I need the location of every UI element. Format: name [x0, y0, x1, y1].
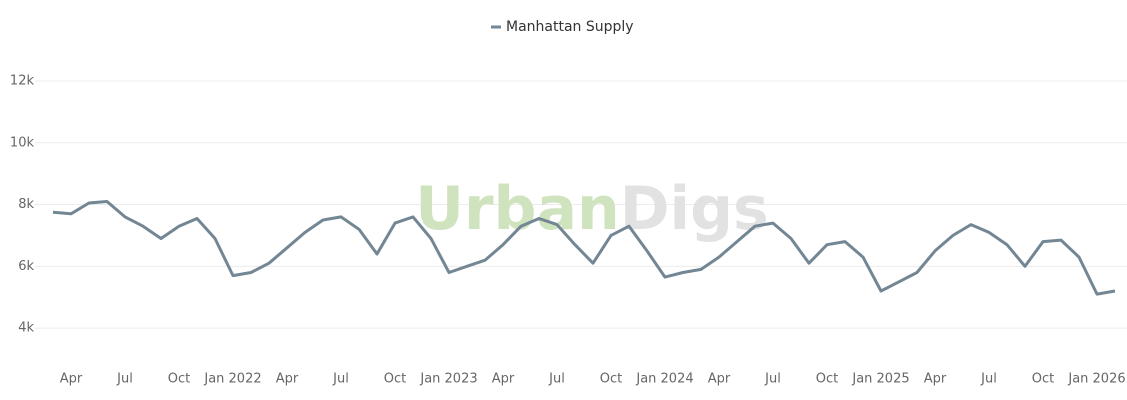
y-tick-label: 4k [18, 321, 34, 336]
x-tick-label: Jan 2025 [851, 372, 909, 387]
x-tick-label: Jul [332, 372, 349, 387]
x-tick-label: Jul [980, 372, 997, 387]
x-tick-label: Oct [600, 372, 622, 387]
x-tick-label: Apr [276, 372, 299, 387]
x-tick-label: Apr [924, 372, 947, 387]
y-tick-label: 6k [18, 259, 34, 274]
x-tick-label: Apr [708, 372, 731, 387]
x-tick-label: Jul [764, 372, 781, 387]
x-tick-label: Jan 2022 [203, 372, 261, 387]
x-tick-label: Jul [116, 372, 133, 387]
y-tick-label: 10k [10, 135, 35, 150]
series-line [52, 200, 1116, 296]
x-tick-label: Apr [492, 372, 515, 387]
x-tick-label: Apr [60, 372, 83, 387]
x-tick-label: Oct [168, 372, 190, 387]
x-tick-label: Oct [816, 372, 838, 387]
x-tick-label: Oct [1032, 372, 1054, 387]
watermark: UrbanDigs [415, 174, 769, 244]
y-tick-label: 12k [10, 74, 35, 89]
watermark-part: Digs [620, 174, 769, 244]
x-tick-label: Oct [384, 372, 406, 387]
legend-label: Manhattan Supply [506, 19, 634, 35]
watermark-part: Urban [415, 174, 619, 244]
x-tick-label: Jul [548, 372, 565, 387]
y-tick-label: 8k [18, 197, 34, 212]
x-tick-label: Jan 2026 [1067, 372, 1125, 387]
x-tick-label: Jan 2024 [635, 372, 693, 387]
x-tick-label: Jan 2023 [419, 372, 477, 387]
legend-swatch [491, 25, 501, 29]
